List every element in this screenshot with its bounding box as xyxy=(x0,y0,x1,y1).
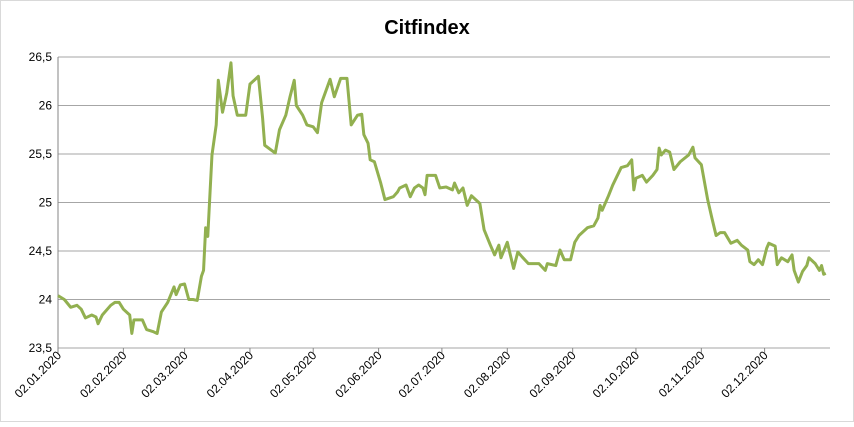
y-tick-label: 24,5 xyxy=(29,244,53,258)
data-line xyxy=(57,61,827,335)
y-tick-label: 23,5 xyxy=(29,341,53,355)
y-tick-label: 26,5 xyxy=(29,50,53,64)
y-tick-label: 25,5 xyxy=(29,147,53,161)
y-tick-label: 25 xyxy=(39,196,53,210)
chart-title: Citfindex xyxy=(384,17,470,39)
y-tick-label: 26 xyxy=(39,99,53,113)
y-tick-label: 24 xyxy=(39,293,53,307)
